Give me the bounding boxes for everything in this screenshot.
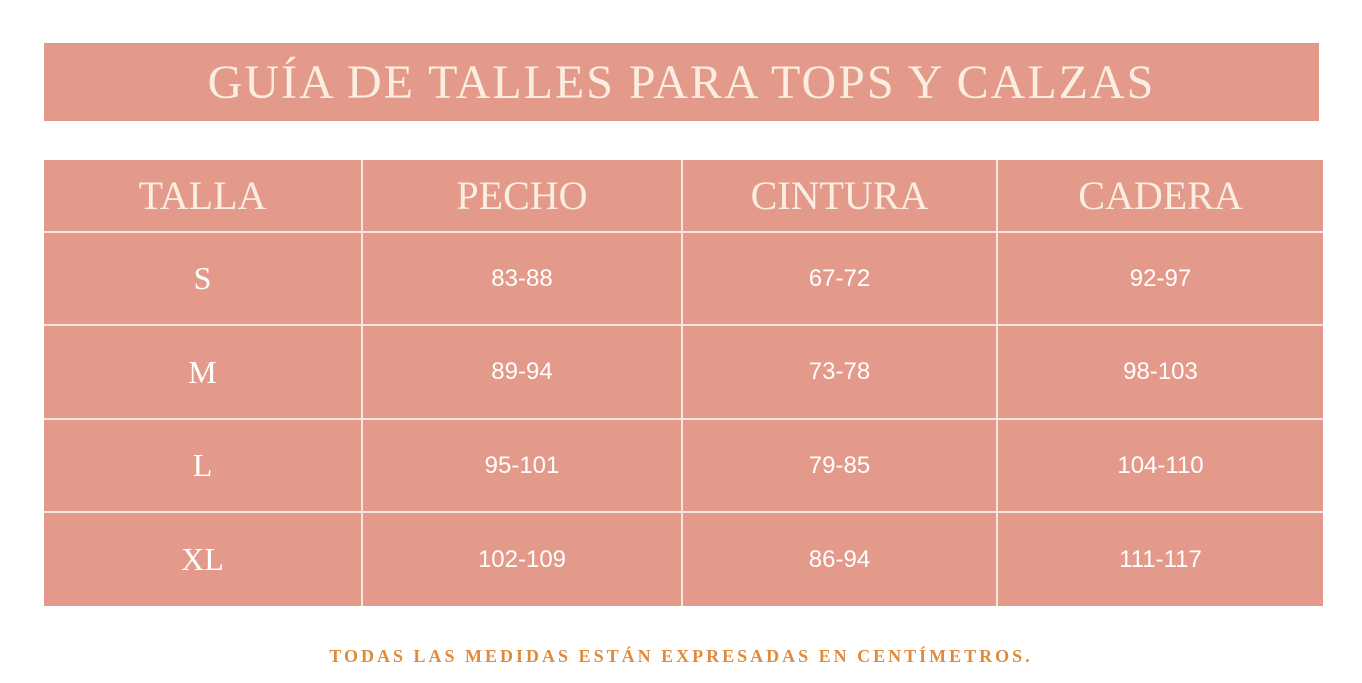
footer-note: TODAS LAS MEDIDAS ESTÁN EXPRESADAS EN CE…	[329, 646, 1033, 666]
column-header: TALLA	[44, 160, 363, 233]
measure-cell: 104-110	[998, 420, 1323, 513]
size-label: L	[44, 420, 363, 513]
measure-cell: 102-109	[363, 513, 683, 606]
measure-cell: 73-78	[683, 326, 998, 420]
measure-cell: 92-97	[998, 233, 1323, 326]
size-label: XL	[44, 513, 363, 606]
measure-cell: 83-88	[363, 233, 683, 326]
size-label: S	[44, 233, 363, 326]
title: GUÍA DE TALLES PARA TOPS Y CALZAS	[207, 55, 1156, 109]
column-header: CADERA	[998, 160, 1323, 233]
size-table: TALLA PECHO CINTURA CADERA S 83-88 67-72 92-97 M…	[44, 160, 1323, 606]
column-header: CINTURA	[683, 160, 998, 233]
size-label: M	[44, 326, 363, 420]
measure-cell: 111-117	[1119, 545, 1202, 573]
title-banner: GUÍA DE TALLES PARA TOPS Y CALZAS	[44, 43, 1319, 121]
column-header: PECHO	[363, 160, 683, 233]
measure-cell: 89-94	[363, 326, 683, 420]
measure-cell: 98-103	[998, 326, 1323, 420]
measure-cell: 86-94	[683, 513, 998, 606]
measure-cell: 67-72	[683, 233, 998, 326]
measure-cell: 79-85	[683, 420, 998, 513]
measure-cell: 95-101	[363, 420, 683, 513]
